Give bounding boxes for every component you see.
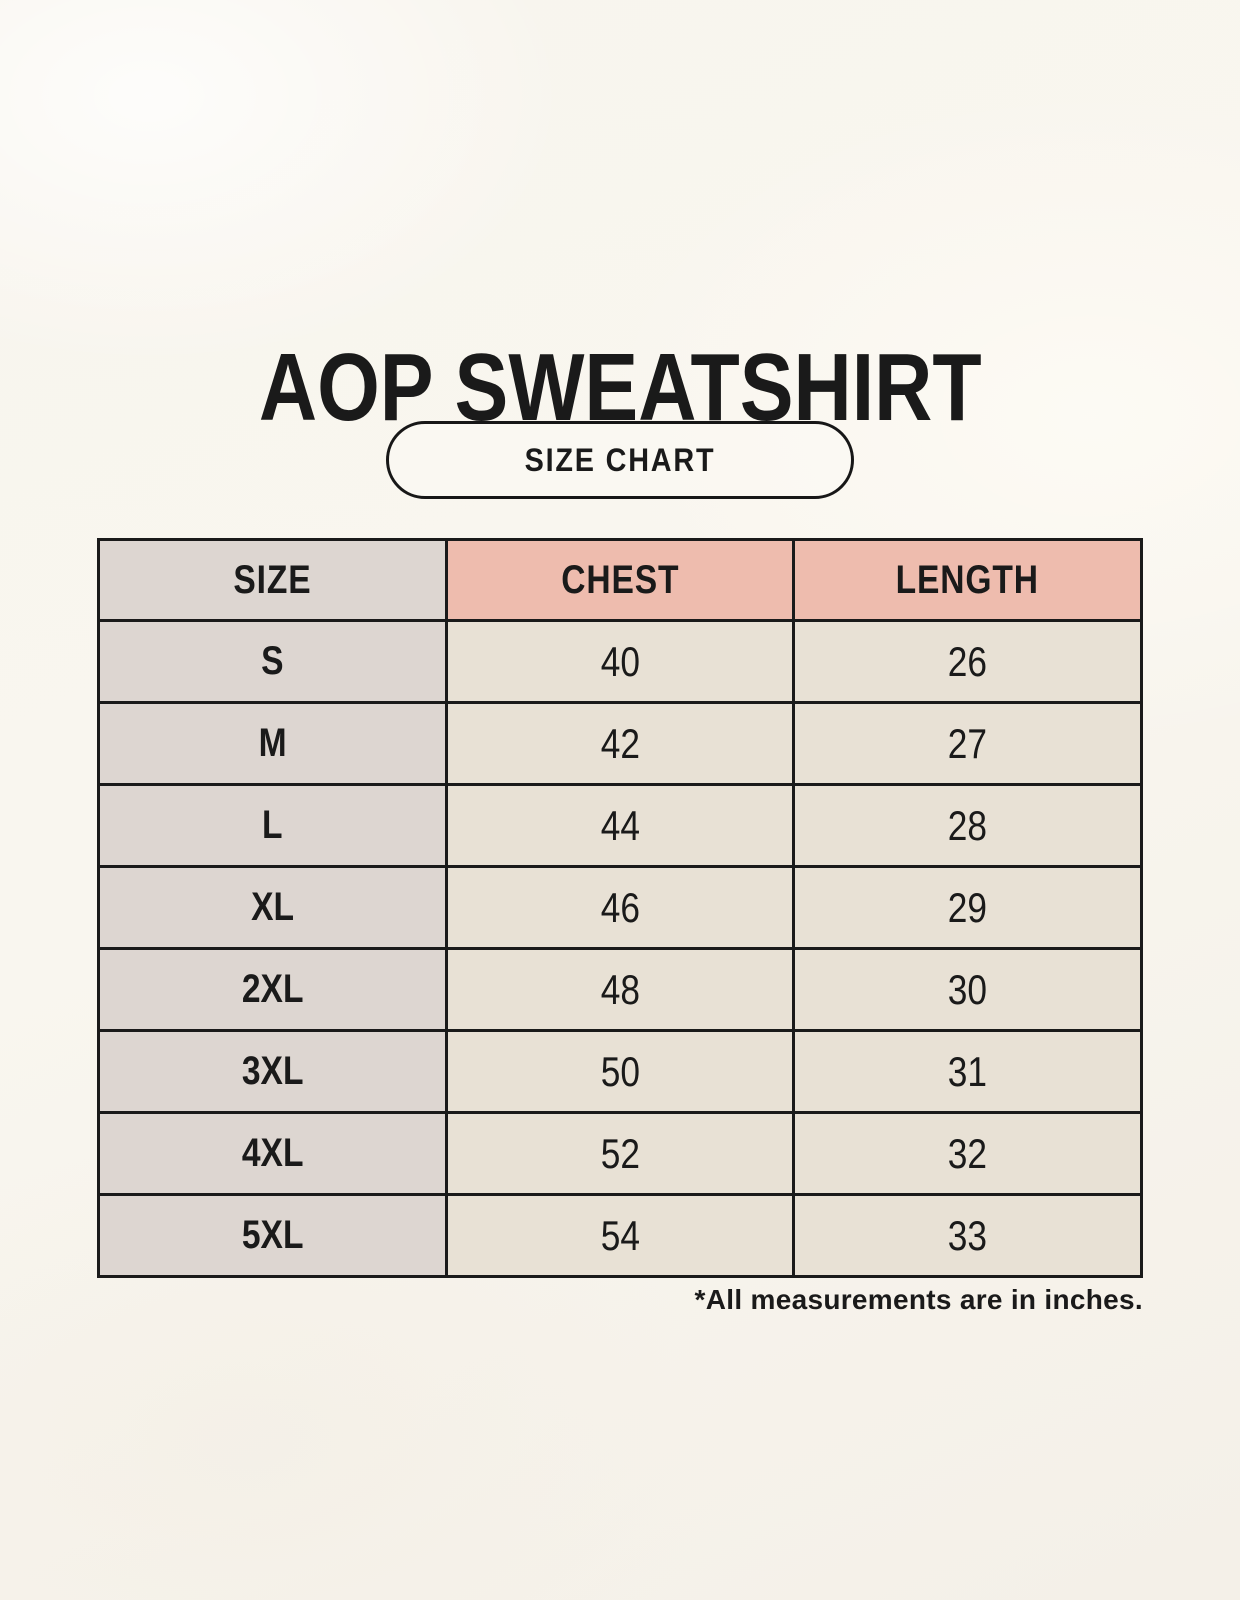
size-cell: 2XL [97, 947, 448, 1032]
length-cell: 27 [792, 701, 1143, 786]
table-row-2xl: 2XL 48 30 [97, 947, 1143, 1032]
page-title-text: AOP SWEATSHIRT [258, 334, 982, 442]
length-cell: 29 [792, 865, 1143, 950]
table-row-4xl: 4XL 52 32 [97, 1111, 1143, 1196]
chest-cell: 54 [444, 1193, 796, 1278]
size-table: SIZE CHEST LENGTH S 40 26 M 42 27 L 44 2… [97, 538, 1143, 1278]
column-header-length: LENGTH [792, 538, 1143, 622]
table-row-m: M 42 27 [97, 701, 1143, 786]
length-cell: 31 [792, 1029, 1143, 1114]
table-row-5xl: 5XL 54 33 [97, 1193, 1143, 1278]
size-cell: S [97, 619, 448, 704]
chest-cell: 44 [444, 783, 796, 868]
size-cell: M [97, 701, 448, 786]
size-cell: 4XL [97, 1111, 448, 1196]
size-chart-badge-label: SIZE CHART [524, 441, 716, 478]
table-row-xl: XL 46 29 [97, 865, 1143, 950]
size-table-body: S 40 26 M 42 27 L 44 28 XL 46 29 2XL 48 [97, 619, 1143, 1278]
column-header-chest-label: CHEST [560, 557, 680, 602]
column-header-length-label: LENGTH [896, 557, 1040, 602]
size-chart-badge: SIZE CHART [386, 421, 854, 499]
table-row-l: L 44 28 [97, 783, 1143, 868]
length-cell: 32 [792, 1111, 1143, 1196]
size-cell: 3XL [97, 1029, 448, 1114]
column-header-chest: CHEST [444, 538, 796, 622]
chest-cell: 48 [444, 947, 796, 1032]
table-row-3xl: 3XL 50 31 [97, 1029, 1143, 1114]
size-cell: 5XL [97, 1193, 448, 1278]
length-cell: 33 [792, 1193, 1143, 1278]
chest-cell: 46 [444, 865, 796, 950]
length-cell: 30 [792, 947, 1143, 1032]
length-cell: 28 [792, 783, 1143, 868]
size-table-header: SIZE CHEST LENGTH [97, 538, 1143, 622]
chest-cell: 52 [444, 1111, 796, 1196]
chest-cell: 40 [444, 619, 796, 704]
chest-cell: 50 [444, 1029, 796, 1114]
column-header-size-label: SIZE [233, 557, 312, 602]
chest-cell: 42 [444, 701, 796, 786]
header-row: SIZE CHEST LENGTH [97, 538, 1143, 622]
table-row-s: S 40 26 [97, 619, 1143, 704]
measurement-unit-note: *All measurements are in inches. [694, 1284, 1143, 1315]
size-cell: XL [97, 865, 448, 950]
size-cell: L [97, 783, 448, 868]
page-title: AOP SWEATSHIRT [0, 340, 1240, 436]
column-header-size: SIZE [97, 538, 448, 622]
length-cell: 26 [792, 619, 1143, 704]
